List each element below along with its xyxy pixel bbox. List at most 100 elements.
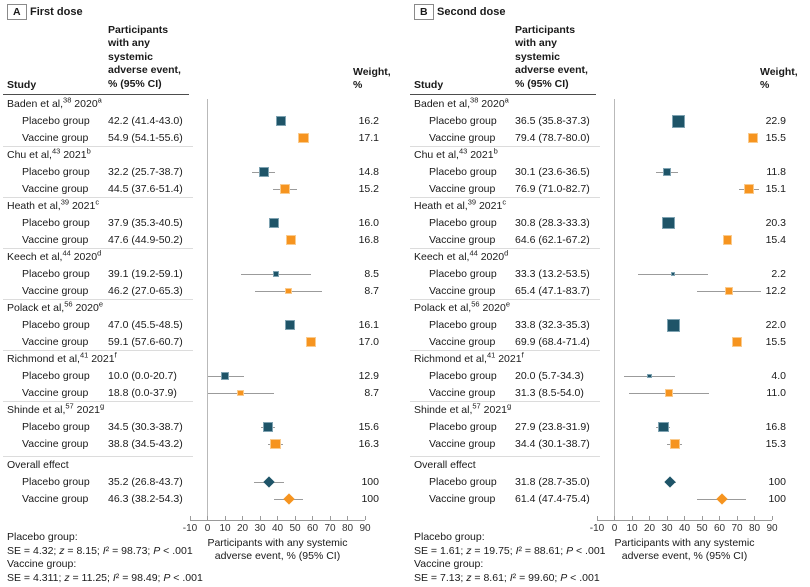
x-axis-tick-label: 50	[696, 523, 708, 534]
stats-line: SE = 4.32; z = 8.15; I² = 98.73; P < .00…	[7, 544, 193, 557]
x-axis-tick-label: 20	[643, 523, 656, 534]
row-separator	[410, 401, 600, 402]
weight-value: 11.8	[766, 166, 786, 178]
x-axis-tick-label: 10	[219, 523, 231, 534]
study-name: Chu et al,43 2021b	[414, 146, 498, 161]
estimate-value: 35.2 (26.8-43.7)	[108, 476, 183, 488]
weight-value: 16.8	[358, 234, 379, 246]
x-axis-tick-label: 60	[306, 523, 319, 534]
estimate-value: 31.3 (8.5-54.0)	[515, 387, 584, 399]
group-label: Vaccine group	[22, 438, 89, 450]
x-axis-tick	[277, 516, 278, 520]
x-axis-tick-label: 30	[661, 523, 673, 534]
group-label: Placebo group	[429, 476, 497, 488]
weight-value: 16.0	[358, 217, 379, 229]
estimate-value: 31.8 (28.7-35.0)	[515, 476, 590, 488]
group-label: Vaccine group	[22, 183, 89, 195]
group-label: Vaccine group	[429, 132, 496, 144]
x-axis-tick-label: 0	[611, 523, 618, 534]
point-estimate-marker	[748, 133, 759, 143]
point-estimate-marker	[270, 438, 281, 450]
x-axis-tick	[347, 516, 348, 520]
group-label: Vaccine group	[429, 183, 496, 195]
x-axis-tick-label: 40	[678, 523, 691, 534]
zero-reference-line	[207, 99, 208, 520]
point-estimate-marker	[276, 115, 287, 127]
group-label: Vaccine group	[22, 285, 89, 297]
estimate-value: 30.1 (23.6-36.5)	[515, 166, 590, 178]
group-label: Vaccine group	[429, 493, 496, 505]
stats-group-label: Vaccine group:	[7, 558, 77, 571]
row-separator	[410, 350, 600, 351]
stats-group-label: Vaccine group:	[414, 558, 484, 571]
estimate-value: 34.4 (30.1-38.7)	[515, 438, 590, 450]
study-name: Shinde et al,57 2021g	[7, 401, 105, 416]
group-label: Placebo group	[22, 115, 90, 127]
weight-value: 17.0	[358, 336, 379, 348]
row-separator	[410, 456, 600, 457]
weight-value: 15.5	[765, 336, 786, 348]
study-name: Chu et al,43 2021b	[7, 146, 91, 161]
group-label: Placebo group	[429, 370, 497, 382]
estimate-value: 61.4 (47.4-75.4)	[515, 493, 590, 505]
panel-B: B Second dose Study Participants with any s…	[408, 0, 810, 587]
x-axis-tick	[614, 516, 615, 520]
row-separator	[410, 248, 600, 249]
overall-diamond-marker	[263, 476, 275, 488]
point-estimate-marker	[259, 167, 269, 177]
estimate-value: 30.8 (28.3-33.3)	[515, 217, 590, 229]
stats-group-label: Placebo group:	[7, 531, 78, 543]
group-label: Vaccine group	[22, 493, 89, 505]
group-label: Placebo group	[429, 166, 497, 178]
point-estimate-marker	[663, 167, 672, 177]
row-separator	[3, 197, 193, 198]
x-axis-tick	[771, 516, 773, 520]
group-label: Vaccine group	[429, 387, 496, 399]
group-label: Vaccine group	[429, 336, 496, 348]
point-estimate-marker	[722, 235, 733, 245]
point-estimate-marker	[285, 287, 292, 295]
point-estimate-marker	[669, 439, 680, 449]
x-axis-tick	[719, 516, 720, 520]
estimate-value: 65.4 (47.1-83.7)	[515, 285, 590, 297]
estimate-value: 36.5 (35.8-37.3)	[515, 115, 590, 127]
group-label: Vaccine group	[22, 387, 89, 399]
weight-value: 16.3	[358, 438, 379, 450]
x-axis-tick	[242, 516, 243, 520]
point-estimate-marker	[220, 371, 230, 381]
x-axis-tick-label: 10	[626, 523, 638, 534]
group-label: Placebo group	[429, 217, 497, 229]
x-axis-line	[190, 520, 365, 521]
group-label: Vaccine group	[429, 438, 496, 450]
point-estimate-marker	[280, 184, 291, 194]
weight-value: 8.5	[364, 268, 379, 280]
weight-value: 15.6	[358, 421, 379, 433]
weight-value: 20.3	[765, 217, 786, 229]
weight-value: 15.4	[765, 234, 786, 246]
estimate-value: 59.1 (57.6-60.7)	[108, 336, 183, 348]
x-axis-tick-label: 0	[204, 523, 211, 534]
x-axis-tick-label: 30	[254, 523, 266, 534]
estimate-value: 20.0 (5.7-34.3)	[515, 370, 584, 382]
stats-line: SE = 1.61; z = 19.75; I² = 88.61; P < .0…	[414, 544, 606, 557]
point-estimate-marker	[665, 389, 674, 397]
estimate-value: 10.0 (0.0-20.7)	[108, 370, 177, 382]
weight-value: 22.9	[765, 115, 786, 127]
estimate-value: 69.9 (68.4-71.4)	[515, 336, 590, 348]
x-axis-tick	[312, 516, 313, 520]
estimate-value: 76.9 (71.0-82.7)	[515, 183, 590, 195]
x-axis-tick-label: 20	[236, 523, 249, 534]
x-axis-tick-label: 50	[289, 523, 301, 534]
panel-label: B	[414, 4, 434, 20]
weight-value: 4.0	[771, 370, 786, 382]
x-axis-tick-label: 90	[359, 523, 371, 534]
estimate-value: 54.9 (54.1-55.6)	[108, 132, 183, 144]
weight-value: 2.2	[771, 268, 786, 280]
x-axis-tick-label: 90	[766, 523, 778, 534]
x-axis-tick-label: 70	[324, 523, 336, 534]
group-label: Placebo group	[429, 268, 497, 280]
weight-value: 16.2	[358, 115, 379, 127]
study-name: Overall effect	[7, 459, 69, 471]
column-header-value: Participants with any systemic adverse e…	[108, 24, 181, 90]
study-name: Overall effect	[414, 459, 476, 471]
